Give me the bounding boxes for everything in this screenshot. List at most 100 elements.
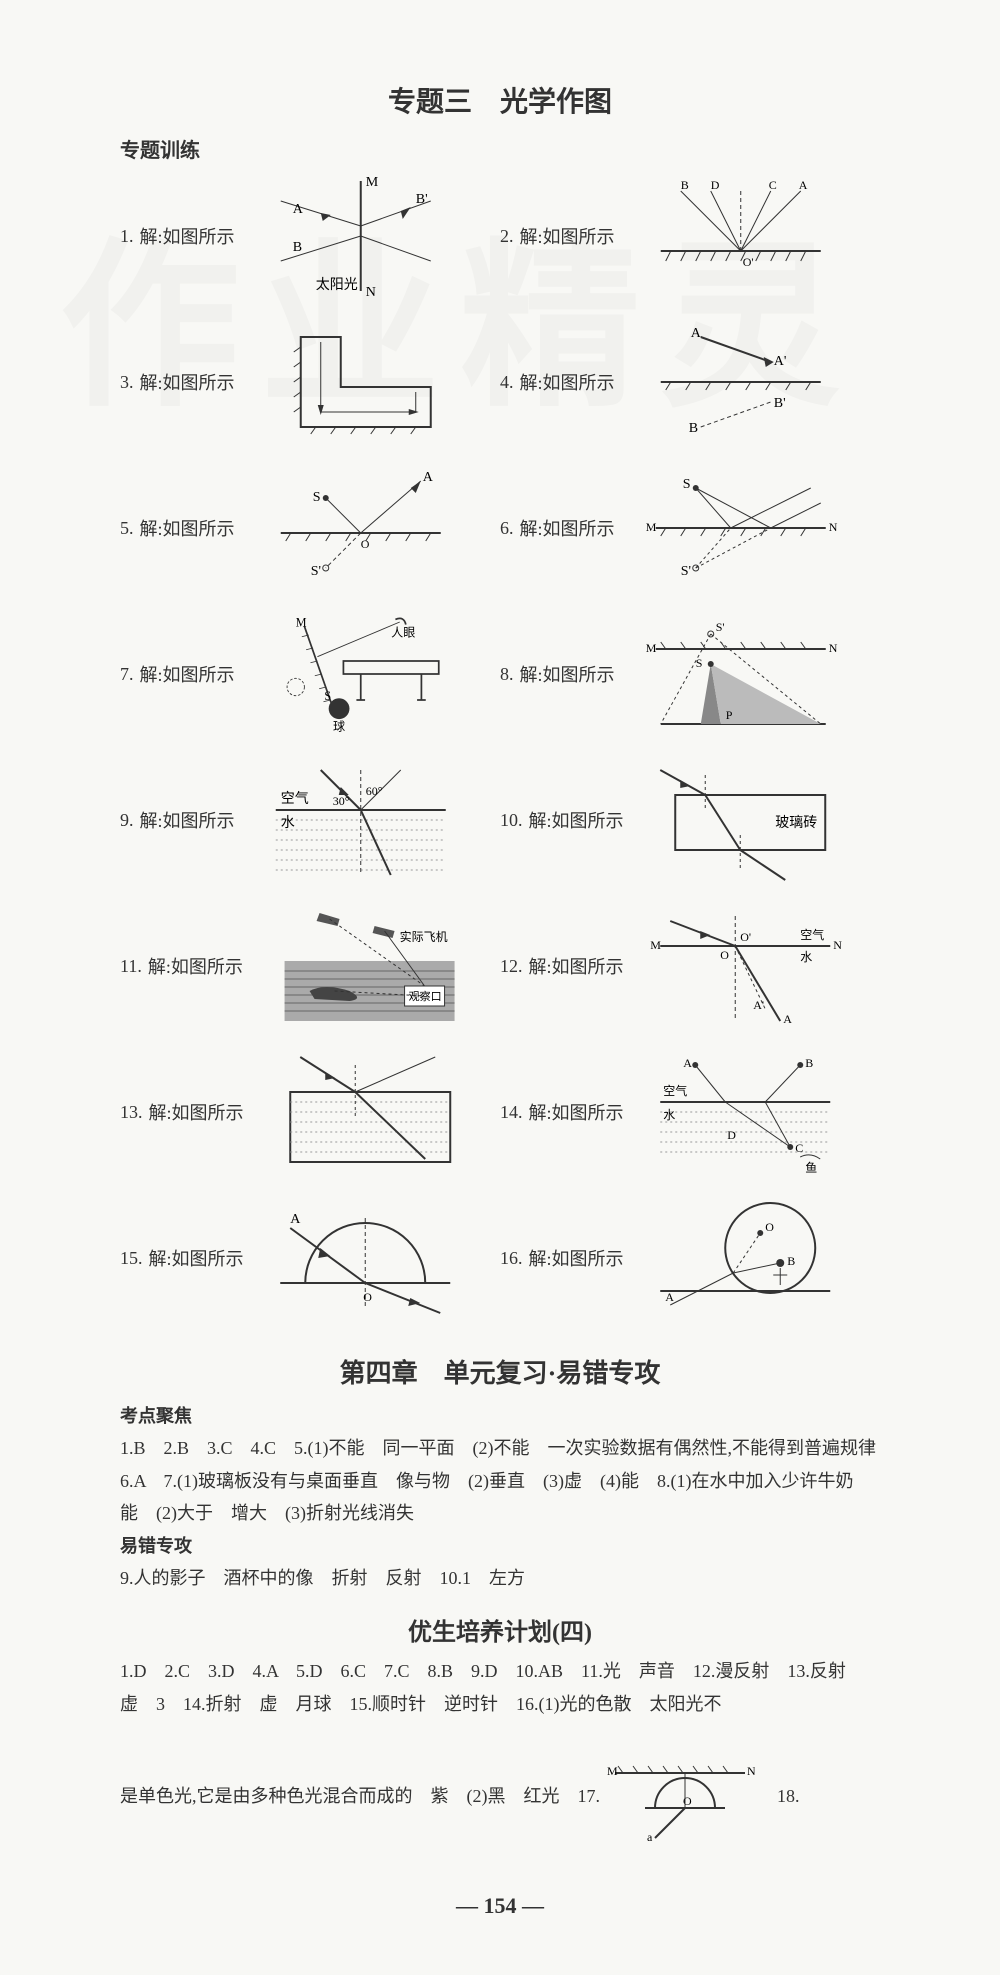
item-label: 解:如图所示	[148, 953, 243, 979]
label-S: S	[324, 689, 331, 703]
item-label: 解:如图所示	[140, 369, 235, 395]
yousheng-text2-pre: 是单色光,它是由多种色光混合而成的 紫 (2)黑 红光 17.	[120, 1786, 600, 1806]
label-water: 水	[800, 950, 812, 964]
label-O: O	[363, 1290, 372, 1304]
item-label: 解:如图所示	[140, 661, 235, 687]
diagram-10: 玻璃砖	[630, 755, 860, 885]
item-num: 16.	[500, 1248, 523, 1269]
diagram-11: 观察口 实际飞机	[249, 901, 480, 1031]
label-S: S	[312, 490, 320, 505]
diagram-9: 空气 水 30° 60°	[241, 755, 480, 885]
label-Sp: S'	[310, 564, 320, 579]
label-O: O'	[742, 255, 753, 269]
item-8: 8. 解:如图所示 M N	[500, 609, 860, 739]
item-num: 15.	[120, 1248, 143, 1269]
diagram-16: O B A	[630, 1193, 860, 1323]
item-num: 8.	[500, 664, 514, 685]
label-O: O	[765, 1220, 774, 1234]
item-num: 7.	[120, 664, 134, 685]
item-num: 1.	[120, 226, 134, 247]
label-eye: 人眼	[391, 626, 415, 640]
label-a: a	[647, 1830, 653, 1843]
item-num: 12.	[500, 956, 523, 977]
label-S: S	[695, 656, 702, 670]
item-label: 解:如图所示	[520, 369, 615, 395]
label-S: S	[682, 477, 690, 492]
item-num: 5.	[120, 518, 134, 539]
label-air: 空气	[280, 791, 308, 807]
item-label: 解:如图所示	[140, 223, 235, 249]
label-M: M	[607, 1764, 618, 1778]
label-D: D	[727, 1128, 736, 1142]
item-6: 6. 解:如图所示 M N S	[500, 463, 860, 593]
label-air: 空气	[800, 927, 824, 942]
item-13: 13. 解:如图所示	[120, 1047, 480, 1177]
item-5: 5. 解:如图所示 S	[120, 463, 480, 593]
label-water: 水	[280, 815, 294, 831]
label-60: 60°	[365, 784, 382, 798]
label-B: B	[688, 421, 697, 436]
item-4: 4. 解:如图所示 A	[500, 317, 860, 447]
item-label: 解:如图所示	[520, 515, 615, 541]
label-O: O	[360, 537, 369, 551]
label-N: N	[833, 938, 842, 952]
diagram-5: S A S' O	[241, 463, 480, 593]
label-Sp: S'	[680, 564, 690, 579]
label-A: A	[292, 202, 303, 217]
label-M: M	[645, 641, 656, 655]
item-7: 7. 解:如图所示 M	[120, 609, 480, 739]
diagram-12: M N 空气 水 O O' A A'	[630, 901, 860, 1031]
diagram-1: M N A B B' 太阳光	[241, 171, 480, 301]
label-plane: 实际飞机	[399, 929, 447, 944]
item-2: 2. 解:如图所示	[500, 171, 860, 301]
item-label: 解:如图所示	[529, 953, 624, 979]
label-B: B	[805, 1056, 813, 1070]
label-sun: 太阳光	[315, 277, 357, 293]
item-9: 9. 解:如图所示 空气 水	[120, 755, 480, 885]
item-num: 9.	[120, 810, 134, 831]
item-11: 11. 解:如图所示 观察口	[120, 901, 480, 1031]
label-fish: 鱼	[805, 1161, 817, 1175]
yicuo-text: 9.人的影子 酒杯中的像 折射 反射 10.1 左方	[120, 1568, 525, 1588]
diagram-15: A O	[250, 1193, 480, 1323]
label-A: A	[798, 178, 807, 192]
item-label: 解:如图所示	[149, 1099, 244, 1125]
item-label: 解:如图所示	[520, 661, 615, 687]
label-O: O	[720, 948, 729, 962]
label-M: M	[645, 520, 656, 534]
item-num: 4.	[500, 372, 514, 393]
yousheng-text1: 1.D 2.C 3.D 4.A 5.D 6.C 7.C 8.B 9.D 10.A…	[120, 1661, 864, 1713]
item-3: 3. 解:如图所示	[120, 317, 480, 447]
item-1: 1. 解:如图所示 M N A B B'	[120, 171, 480, 301]
item-14: 14. 解:如图所示 空气 水 A	[500, 1047, 860, 1177]
label-B: B	[680, 178, 688, 192]
label-M: M	[650, 938, 661, 952]
diagram-8: M N S S'	[621, 609, 860, 739]
diagram-3	[241, 317, 480, 447]
item-label: 解:如图所示	[149, 1245, 244, 1271]
label-30: 30°	[332, 794, 349, 808]
label-O: O	[683, 1794, 692, 1808]
item-num: 10.	[500, 810, 523, 831]
label-Ap: A'	[773, 354, 786, 369]
chapter-title: 第四章 单元复习·易错专攻	[120, 1353, 880, 1390]
item-num: 14.	[500, 1102, 523, 1123]
diagram-2: B D C A O'	[621, 171, 860, 301]
label-N: N	[828, 641, 837, 655]
label-Sp: S'	[715, 620, 724, 634]
label-M: M	[295, 615, 306, 629]
item-num: 2.	[500, 226, 514, 247]
label-B: B	[292, 240, 301, 255]
label-Bp: B'	[773, 396, 785, 411]
label-P: P	[725, 708, 732, 722]
label-A: A	[665, 1290, 674, 1304]
yousheng-text2-post: 18.	[759, 1786, 800, 1806]
item-num: 13.	[120, 1102, 143, 1123]
item-label: 解:如图所示	[529, 1245, 624, 1271]
label-A: A	[683, 1056, 692, 1070]
label-A: A	[290, 1212, 301, 1227]
label-D: D	[710, 178, 719, 192]
item-num: 11.	[120, 956, 142, 977]
label-A: A	[783, 1012, 792, 1026]
label-N: N	[828, 520, 837, 534]
